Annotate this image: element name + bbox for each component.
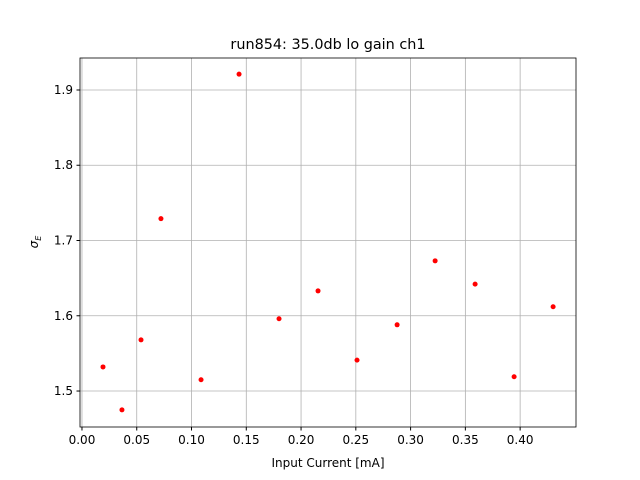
plot-frame <box>79 57 577 428</box>
y-tick-label: 1.6 <box>54 309 73 323</box>
y-tick-label: 1.5 <box>54 384 73 398</box>
x-tick-label: 0.25 <box>342 433 369 447</box>
x-tick-label: 0.20 <box>288 433 315 447</box>
x-axis-label: Input Current [mA] <box>271 456 384 470</box>
point <box>550 304 556 310</box>
point <box>315 288 321 294</box>
chart-title: run854: 35.0db lo gain ch1 <box>230 37 425 53</box>
x-tick-label: 0.00 <box>69 433 96 447</box>
y-label-symbol: σ <box>27 240 41 248</box>
point <box>236 71 242 77</box>
point <box>100 364 106 370</box>
y-tick-label: 1.7 <box>54 234 73 248</box>
point <box>158 216 164 222</box>
x-tick-label: 0.35 <box>452 433 479 447</box>
y-axis-label: σE <box>27 235 43 249</box>
x-tick-label: 0.10 <box>178 433 205 447</box>
point <box>472 281 478 287</box>
x-tick-label: 0.05 <box>123 433 150 447</box>
x-tick-label: 0.40 <box>507 433 534 447</box>
point <box>394 322 400 328</box>
x-tick-label: 0.15 <box>233 433 260 447</box>
point <box>354 357 360 363</box>
y-tick-label: 1.9 <box>54 83 73 97</box>
x-tick-label: 0.30 <box>397 433 424 447</box>
point <box>432 258 438 264</box>
y-label-subscript: E <box>34 235 43 241</box>
y-tick-label: 1.8 <box>54 158 73 172</box>
point <box>138 337 144 343</box>
point <box>119 407 125 413</box>
point <box>276 316 282 322</box>
point <box>198 377 204 383</box>
point <box>511 374 517 380</box>
